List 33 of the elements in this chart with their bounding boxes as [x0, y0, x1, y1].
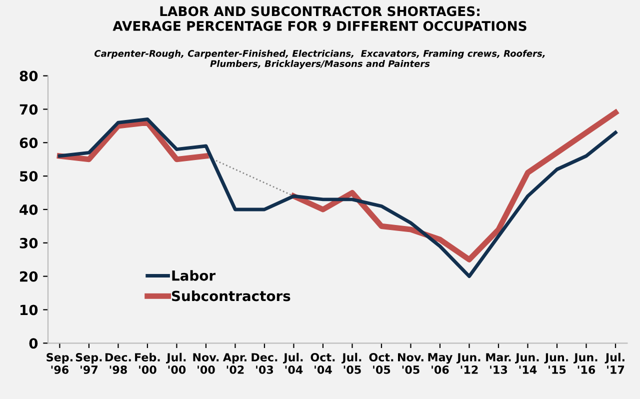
y-tick-label: 50 [20, 171, 38, 182]
chart-title: LABOR AND SUBCONTRACTOR SHORTAGES: AVERAGE PERCENTAGE FOR 9 DIFFERENT OCCUPATIONS [112, 6, 526, 31]
x-tick-label: Nov. '00 [193, 353, 219, 374]
x-tick-label: May '06 [428, 353, 453, 374]
x-tick-label: Jul. '17 [604, 352, 624, 374]
x-tick-label: Sep. '97 [76, 353, 102, 374]
x-tick-label: Feb. '00 [135, 352, 160, 374]
y-tick-label: 30 [20, 238, 38, 248]
x-tick-label: Dec. '03 [252, 353, 278, 374]
y-tick-label: 40 [20, 204, 38, 215]
x-tick-label: Oct. '04 [310, 353, 335, 374]
x-tick-label: Jun. '15 [544, 353, 568, 374]
x-tick-label: Jul. '00 [166, 352, 186, 374]
x-tick-label: Oct. '05 [369, 353, 394, 374]
x-tick-label: Sep. '96 [46, 353, 72, 374]
x-tick-label: Mar. '13 [486, 353, 511, 374]
y-tick-label: 0 [29, 338, 38, 349]
legend-label: Subcontractors [172, 290, 290, 302]
x-tick-label: Jul. '05 [342, 352, 362, 374]
y-tick-label: 60 [20, 138, 38, 148]
x-tick-label: Jun. '16 [574, 353, 598, 374]
x-tick-label: Apr. '02 [222, 353, 246, 374]
y-tick-label: 80 [20, 70, 38, 82]
x-tick-label: Jun. '14 [515, 353, 539, 374]
legend-label: Labor [172, 270, 216, 281]
y-tick-label: 70 [20, 104, 38, 115]
x-tick-label: Dec. '98 [105, 353, 131, 374]
x-tick-label: Jun. '12 [456, 353, 480, 374]
x-tick-label: Jul. '04 [283, 352, 303, 374]
y-tick-label: 10 [20, 304, 38, 316]
y-tick-label: 20 [20, 271, 38, 282]
x-tick-label: Nov. '05 [398, 353, 424, 374]
chart-subtitle: Carpenter-Rough, Carpenter-Finished, Electricians, Excavators, Framing crews, Roofers, Plumbers, Bricklayers/Masons and Painters [94, 50, 545, 69]
